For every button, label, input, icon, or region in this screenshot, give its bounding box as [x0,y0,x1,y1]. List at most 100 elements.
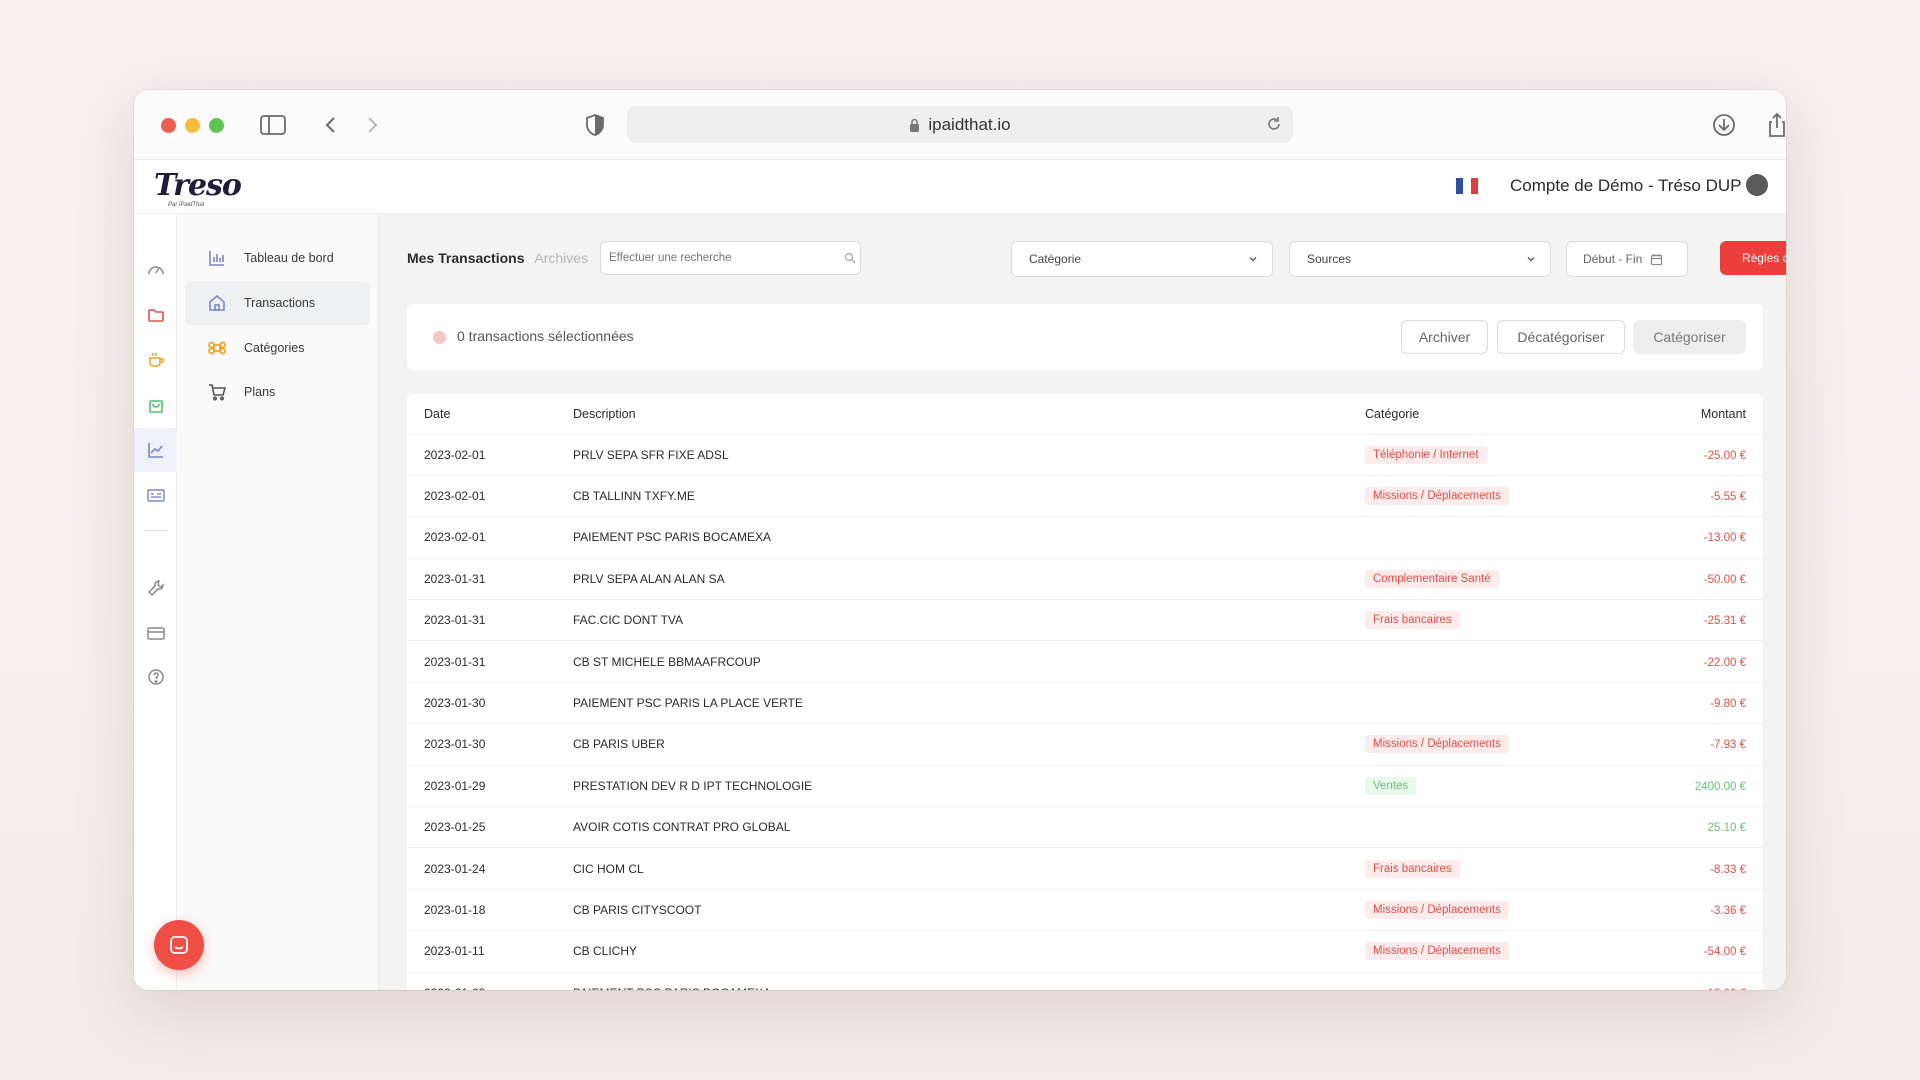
cell-category: Frais bancaires [1365,599,1623,641]
shopping-bag-icon[interactable] [134,383,177,427]
cell-date: 2023-02-01 [407,474,573,517]
address-bar[interactable]: ipaidthat.io [627,106,1293,143]
amount-value: -9.80 € [1710,698,1746,711]
cell-amount: -3.36 € [1623,888,1763,931]
speedometer-icon[interactable] [134,248,177,292]
zoom-window-button[interactable] [209,118,224,133]
back-icon[interactable] [316,110,346,140]
forward-icon[interactable] [357,110,387,140]
category-tag[interactable]: Missions / Déplacements [1365,942,1509,961]
cell-date: 2023-01-11 [407,930,573,973]
folder-icon[interactable] [134,293,177,337]
table-row[interactable]: 2023-01-30 CB PARIS UBER Missions / Déplac… [407,723,1763,766]
uncategorize-button[interactable]: Décatégoriser [1497,320,1625,354]
subnav-item-dashboard[interactable]: Tableau de bord [185,236,370,280]
help-icon[interactable] [134,655,177,699]
cell-amount: -7.93 € [1623,723,1763,766]
category-tag[interactable]: Frais bancaires [1365,859,1460,878]
french-flag-icon[interactable] [1456,178,1478,194]
subnav-item-transactions[interactable]: Transactions [185,281,370,325]
cell-date: 2023-02-01 [407,433,573,476]
table-row[interactable]: 2023-01-29 PRESTATION DEV R D IPT TECHNOL… [407,764,1763,807]
table-row[interactable]: 2023-02-01 PRLV SEPA SFR FIXE ADSL Télépho… [407,433,1763,476]
table-row[interactable]: 2023-01-31 PRLV SEPA ALAN ALAN SA Compleme… [407,557,1763,600]
table-row[interactable]: 2023-02-01 CB TALLINN TXFY.ME Missions / D… [407,474,1763,517]
chat-support-button[interactable] [154,920,204,970]
downloads-icon[interactable] [1709,110,1739,140]
cell-description: PAIEMENT PSC PARIS BOCAMEXA [573,516,1365,559]
table-row[interactable]: 2023-01-11 CB CLICHY Missions / Déplacemen… [407,930,1763,973]
cell-category: Téléphonie / Internet [1365,433,1623,476]
account-name[interactable]: Compte de Démo - Tréso DUP [1510,176,1742,195]
calendar-icon [1651,253,1663,265]
category-tag[interactable]: Ventes [1365,776,1417,795]
close-window-button[interactable] [161,118,176,133]
sources-select-value: Sources [1307,252,1352,266]
category-tag[interactable]: Complementaire Santé [1365,569,1499,588]
header-description[interactable]: Description [573,406,636,421]
cell-amount: -50.00 € [1623,557,1763,600]
date-range-picker[interactable]: Début - Fin [1566,241,1688,277]
cell-description: AVOIR COTIS CONTRAT PRO GLOBAL [573,806,1365,848]
share-icon[interactable] [1762,110,1786,140]
coffee-cup-icon[interactable] [134,338,177,382]
header-category[interactable]: Catégorie [1365,406,1420,421]
cell-date: 2023-01-18 [407,888,573,931]
table-row[interactable]: 2023-01-09PAIEMENT PSC PARIS BOCAMEXA -13… [407,971,1763,990]
cell-date: 2023-01-24 [407,847,573,890]
table-row[interactable]: 2023-02-01 PAIEMENT PSC PARIS BOCAMEXA -13… [407,516,1763,559]
table-row[interactable]: 2023-01-30 PAIEMENT PSC PARIS LA PLACE VE… [407,681,1763,724]
category-tag[interactable]: Frais bancaires [1365,611,1460,630]
tab-archives[interactable]: Archives [534,250,589,266]
line-chart-icon[interactable] [134,428,177,472]
amount-value: 2400.00 € [1694,780,1746,793]
bar-chart-icon [209,251,224,266]
cell-category [1365,681,1623,724]
selection-indicator-dot [433,331,446,344]
table-row[interactable]: 2023-01-31 CB ST MICHELE BBMAAFRCOUP -22.0… [407,640,1763,683]
selection-bar: 0 transactions sélectionnées Archiver Dé… [407,304,1763,370]
cell-amount: -54.00 € [1623,930,1763,973]
cell-amount: 2400.00 € [1623,764,1763,807]
sources-select[interactable]: Sources [1289,241,1551,277]
wrench-icon[interactable] [134,566,177,610]
cell-date: 2023-01-30 [407,681,573,724]
category-tag[interactable]: Missions / Déplacements [1365,900,1509,919]
subnav-item-categories[interactable]: Catégories [185,326,370,370]
user-avatar-icon[interactable] [1746,174,1768,196]
cell-description: CB ST MICHELE BBMAAFRCOUP [573,640,1365,683]
cell-date: 2023-01-29 [407,764,573,807]
credit-card-icon[interactable] [134,611,177,655]
category-tag[interactable]: Missions / Déplacements [1365,735,1509,754]
invoice-card-icon[interactable] [134,473,177,517]
minimize-window-button[interactable] [185,118,200,133]
table-row[interactable]: 2023-01-18 CB PARIS CITYSCOOT Missions / D… [407,888,1763,931]
category-select[interactable]: Catégorie [1011,241,1273,277]
table-row[interactable]: 2023-01-24 CIC HOM CL Frais bancaires -8.33… [407,847,1763,890]
categorization-rules-button[interactable]: Règles de catégorisation [1720,241,1786,275]
tab-my-transactions[interactable]: Mes Transactions [407,250,525,266]
amount-value: 25.10 € [1707,822,1746,835]
table-row[interactable]: 2023-01-31 FAC.CIC DONT TVA Frais bancaire… [407,599,1763,641]
categorize-button[interactable]: Catégoriser [1633,320,1746,354]
subnav-item-plans[interactable]: Plans [185,370,370,414]
sidebar-toggle-icon[interactable] [258,110,288,140]
privacy-shield-icon[interactable] [580,110,610,140]
command-icon [208,341,226,355]
archive-button[interactable]: Archiver [1401,320,1488,354]
header-amount[interactable]: Montant [1700,406,1746,421]
cell-description: PRESTATION DEV R D IPT TECHNOLOGIE [573,764,1365,807]
cell-category: Frais bancaires [1365,847,1623,890]
category-tag[interactable]: Téléphonie / Internet [1365,445,1487,464]
cell-date: 2023-01-31 [407,640,573,683]
table-row[interactable]: 2023-01-25 AVOIR COTIS CONTRAT PRO GLOBAL… [407,806,1763,848]
search-input[interactable] [600,241,861,275]
category-tag[interactable]: Missions / Déplacements [1365,487,1509,506]
header-date[interactable]: Date [424,406,451,421]
reload-icon[interactable] [1265,115,1283,133]
cell-description: PAIEMENT PSC PARIS LA PLACE VERTE [573,681,1365,724]
cell-date: 2023-01-30 [407,723,573,766]
subnav-label: Tableau de bord [244,251,334,265]
cell-category: Missions / Déplacements [1365,474,1623,517]
treso-logo[interactable]: Treso Par iPaidThat [154,168,242,208]
